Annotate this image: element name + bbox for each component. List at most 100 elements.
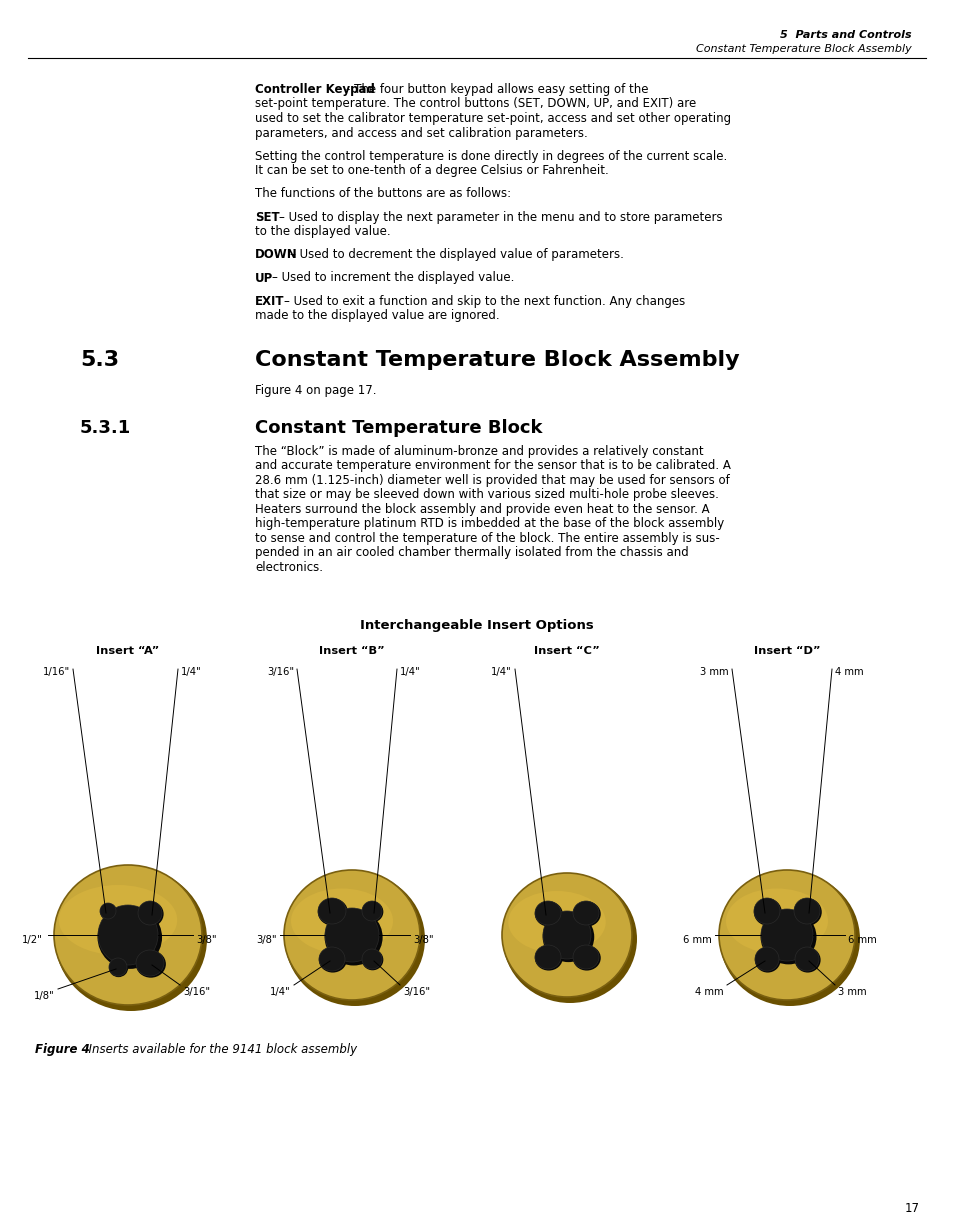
Ellipse shape: [284, 870, 419, 1000]
Text: parameters, and access and set calibration parameters.: parameters, and access and set calibrati…: [254, 126, 587, 140]
Ellipse shape: [535, 945, 560, 969]
Text: 3/8": 3/8": [256, 935, 276, 945]
Ellipse shape: [291, 888, 393, 953]
Text: Constant Temperature Block: Constant Temperature Block: [254, 418, 542, 437]
Ellipse shape: [760, 909, 812, 961]
Text: that size or may be sleeved down with various sized multi-hole probe sleeves.: that size or may be sleeved down with va…: [254, 488, 719, 501]
Text: It can be set to one-tenth of a degree Celsius or Fahrenheit.: It can be set to one-tenth of a degree C…: [254, 164, 608, 177]
Text: 3/8": 3/8": [413, 935, 434, 945]
Ellipse shape: [501, 872, 631, 998]
Text: – Used to increment the displayed value.: – Used to increment the displayed value.: [272, 271, 514, 285]
Text: 1/4": 1/4": [491, 667, 512, 677]
Text: 4 mm: 4 mm: [695, 987, 723, 998]
Text: 3/16": 3/16": [267, 667, 294, 677]
Ellipse shape: [720, 872, 859, 1006]
Ellipse shape: [508, 891, 605, 953]
Text: 1/4": 1/4": [399, 667, 420, 677]
Text: – Used to display the next parameter in the menu and to store parameters: – Used to display the next parameter in …: [278, 211, 721, 223]
Ellipse shape: [318, 947, 345, 971]
Text: Figure 4: Figure 4: [35, 1043, 90, 1056]
Text: Insert “B”: Insert “B”: [319, 647, 384, 656]
Text: used to set the calibrator temperature set-point, access and set other operating: used to set the calibrator temperature s…: [254, 112, 730, 125]
Text: 6 mm: 6 mm: [847, 935, 876, 945]
Text: Interchangeable Insert Options: Interchangeable Insert Options: [359, 620, 594, 632]
Ellipse shape: [361, 948, 381, 969]
Text: 3/8": 3/8": [195, 935, 216, 945]
Text: pended in an air cooled chamber thermally isolated from the chassis and: pended in an air cooled chamber thermall…: [254, 546, 688, 560]
Ellipse shape: [100, 903, 117, 920]
Ellipse shape: [794, 947, 818, 971]
Ellipse shape: [719, 870, 854, 1000]
Ellipse shape: [753, 898, 780, 924]
Ellipse shape: [318, 947, 346, 973]
Ellipse shape: [793, 898, 821, 925]
Ellipse shape: [542, 910, 590, 960]
Ellipse shape: [572, 945, 600, 971]
Text: 3 mm: 3 mm: [837, 987, 865, 998]
Text: – Used to decrement the displayed value of parameters.: – Used to decrement the displayed value …: [290, 248, 623, 261]
Text: Heaters surround the block assembly and provide even heat to the sensor. A: Heaters surround the block assembly and …: [254, 503, 709, 515]
Ellipse shape: [361, 902, 383, 923]
Ellipse shape: [138, 901, 162, 925]
Text: to the displayed value.: to the displayed value.: [254, 225, 390, 238]
Ellipse shape: [542, 912, 594, 962]
Text: to sense and control the temperature of the block. The entire assembly is sus-: to sense and control the temperature of …: [254, 531, 719, 545]
Text: 17: 17: [904, 1202, 919, 1215]
Ellipse shape: [325, 908, 378, 962]
Ellipse shape: [361, 950, 383, 971]
Text: Insert “A”: Insert “A”: [96, 647, 159, 656]
Text: Insert “C”: Insert “C”: [534, 647, 599, 656]
Text: SET: SET: [254, 211, 279, 223]
Text: 1/8": 1/8": [34, 991, 55, 1001]
Ellipse shape: [535, 945, 562, 971]
Text: 5.3.1: 5.3.1: [80, 418, 132, 437]
Ellipse shape: [136, 950, 164, 975]
Ellipse shape: [109, 958, 128, 977]
Text: made to the displayed value are ignored.: made to the displayed value are ignored.: [254, 309, 499, 323]
Text: 3 mm: 3 mm: [700, 667, 728, 677]
Ellipse shape: [502, 875, 637, 1002]
Text: 28.6 mm (1.125-inch) diameter well is provided that may be used for sensors of: 28.6 mm (1.125-inch) diameter well is pr…: [254, 474, 729, 487]
Ellipse shape: [535, 901, 560, 925]
Text: and accurate temperature environment for the sensor that is to be calibrated. A: and accurate temperature environment for…: [254, 459, 730, 472]
Text: set-point temperature. The control buttons (SET, DOWN, UP, and EXIT) are: set-point temperature. The control butto…: [254, 97, 696, 110]
Text: 4 mm: 4 mm: [834, 667, 862, 677]
Text: 1/4": 1/4": [270, 987, 291, 998]
Ellipse shape: [109, 958, 127, 975]
Ellipse shape: [100, 903, 116, 919]
Text: UP: UP: [254, 271, 273, 285]
Ellipse shape: [573, 901, 598, 925]
Text: The functions of the buttons are as follows:: The functions of the buttons are as foll…: [254, 188, 511, 200]
Text: – Used to exit a function and skip to the next function. Any changes: – Used to exit a function and skip to th…: [284, 294, 684, 308]
Ellipse shape: [55, 867, 207, 1011]
Ellipse shape: [285, 872, 424, 1006]
Text: 1/4": 1/4": [181, 667, 201, 677]
Ellipse shape: [361, 901, 381, 921]
Ellipse shape: [572, 902, 600, 926]
Text: 6 mm: 6 mm: [682, 935, 711, 945]
Ellipse shape: [59, 885, 177, 955]
Text: The “Block” is made of aluminum-bronze and provides a relatively constant: The “Block” is made of aluminum-bronze a…: [254, 444, 703, 458]
Text: 3/16": 3/16": [183, 987, 210, 998]
Text: Setting the control temperature is done directly in degrees of the current scale: Setting the control temperature is done …: [254, 150, 726, 163]
Ellipse shape: [754, 947, 779, 971]
Text: Insert “D”: Insert “D”: [753, 647, 820, 656]
Text: Inserts available for the 9141 block assembly: Inserts available for the 9141 block ass…: [81, 1043, 356, 1056]
Text: 3/16": 3/16": [402, 987, 430, 998]
Ellipse shape: [137, 902, 164, 926]
Ellipse shape: [135, 951, 166, 978]
Ellipse shape: [317, 898, 348, 925]
Text: 1/16": 1/16": [43, 667, 70, 677]
Ellipse shape: [753, 898, 781, 925]
Ellipse shape: [793, 898, 820, 924]
Text: - The four button keypad allows easy setting of the: - The four button keypad allows easy set…: [346, 83, 648, 96]
Ellipse shape: [794, 947, 820, 973]
Text: DOWN: DOWN: [254, 248, 297, 261]
Ellipse shape: [573, 945, 598, 969]
Ellipse shape: [535, 902, 562, 926]
Text: 1/2": 1/2": [22, 935, 43, 945]
Text: Constant Temperature Block Assembly: Constant Temperature Block Assembly: [696, 44, 911, 54]
Text: Constant Temperature Block Assembly: Constant Temperature Block Assembly: [254, 350, 739, 369]
Ellipse shape: [98, 906, 158, 964]
Ellipse shape: [54, 865, 202, 1005]
